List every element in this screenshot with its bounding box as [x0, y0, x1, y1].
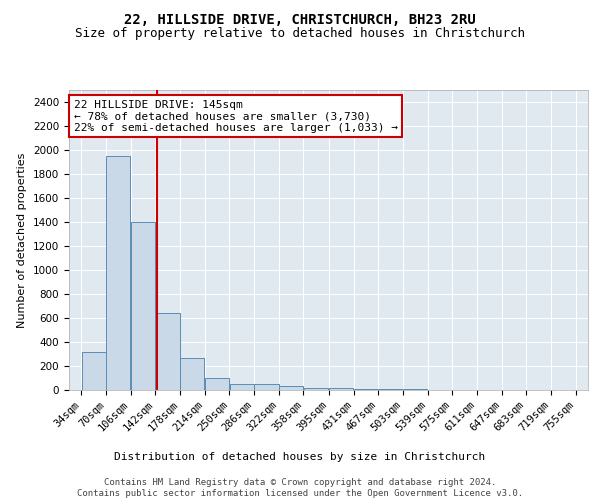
Bar: [329, 388, 353, 390]
Bar: [279, 386, 303, 390]
Text: 22 HILLSIDE DRIVE: 145sqm
← 78% of detached houses are smaller (3,730)
22% of se: 22 HILLSIDE DRIVE: 145sqm ← 78% of detac…: [74, 100, 398, 133]
Bar: [106, 156, 130, 390]
Bar: [230, 384, 254, 390]
Bar: [155, 313, 180, 390]
Bar: [254, 384, 278, 390]
Text: Contains HM Land Registry data © Crown copyright and database right 2024.
Contai: Contains HM Land Registry data © Crown c…: [77, 478, 523, 498]
Y-axis label: Number of detached properties: Number of detached properties: [17, 152, 28, 328]
Bar: [354, 389, 378, 390]
Bar: [82, 352, 106, 390]
Text: 22, HILLSIDE DRIVE, CHRISTCHURCH, BH23 2RU: 22, HILLSIDE DRIVE, CHRISTCHURCH, BH23 2…: [124, 12, 476, 26]
Text: Size of property relative to detached houses in Christchurch: Size of property relative to detached ho…: [75, 28, 525, 40]
Bar: [304, 388, 328, 390]
Text: Distribution of detached houses by size in Christchurch: Distribution of detached houses by size …: [115, 452, 485, 462]
Bar: [205, 378, 229, 390]
Bar: [181, 358, 205, 390]
Bar: [131, 222, 155, 390]
